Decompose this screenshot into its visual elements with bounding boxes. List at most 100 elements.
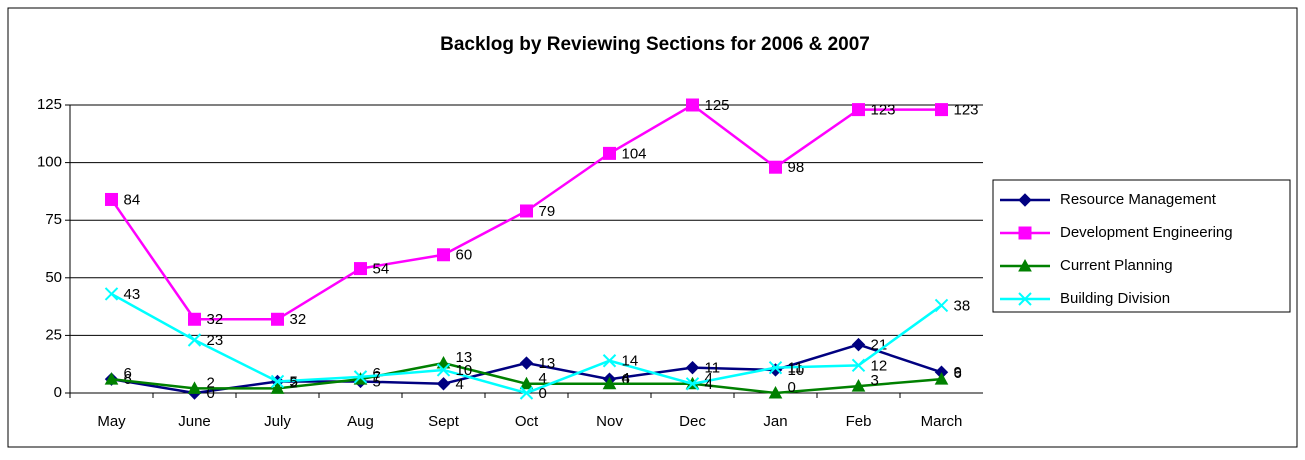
y-tick-label: 25	[45, 326, 62, 343]
marker	[685, 360, 700, 375]
data-label: 13	[539, 355, 556, 372]
marker	[270, 381, 285, 394]
marker	[1018, 258, 1032, 272]
data-label: 43	[124, 286, 141, 303]
data-label: 4	[705, 376, 713, 393]
y-tick-label: 125	[37, 96, 62, 113]
data-label: 32	[207, 311, 224, 328]
y-tick-label: 0	[54, 384, 62, 401]
marker	[685, 377, 700, 391]
marker	[519, 356, 534, 370]
data-label: 4	[705, 370, 713, 387]
data-label: 0	[788, 379, 796, 396]
marker	[104, 287, 119, 301]
x-tick-label: Dec	[679, 413, 706, 430]
legend-label: Current Planning	[1060, 257, 1173, 274]
marker	[436, 377, 451, 391]
data-label: 12	[871, 357, 888, 374]
marker	[520, 204, 533, 218]
data-label: 11	[705, 360, 721, 377]
data-label: 6	[373, 365, 381, 382]
marker	[353, 370, 368, 384]
x-tick-label: July	[264, 413, 291, 430]
legend-label: Development Engineering	[1060, 224, 1233, 241]
marker	[519, 386, 534, 400]
legend	[992, 179, 1291, 313]
marker	[686, 98, 699, 112]
marker	[187, 381, 202, 394]
data-label: 3	[871, 372, 879, 389]
marker	[934, 372, 949, 385]
data-label: 10	[456, 362, 473, 379]
data-label: 11	[788, 360, 804, 377]
data-label: 79	[539, 203, 556, 220]
data-label: 0	[207, 385, 215, 402]
data-label: 5	[290, 373, 298, 390]
data-label: 4	[539, 370, 547, 387]
marker	[1018, 193, 1032, 207]
data-label: 2	[290, 374, 298, 391]
data-label: 14	[622, 353, 639, 370]
data-label: 84	[124, 191, 141, 208]
marker	[271, 312, 284, 326]
y-tick-label: 75	[45, 211, 62, 228]
data-label: 38	[954, 297, 971, 314]
x-tick-label: June	[178, 413, 211, 430]
marker	[768, 360, 783, 375]
marker	[768, 385, 783, 399]
marker	[1018, 292, 1032, 306]
data-label: 54	[373, 261, 390, 278]
marker	[436, 356, 451, 369]
marker	[354, 262, 367, 276]
data-label: 32	[290, 311, 307, 328]
data-label: 6	[622, 371, 630, 388]
marker	[187, 333, 202, 347]
marker	[436, 363, 451, 377]
data-label: 5	[373, 373, 381, 390]
data-label: 60	[456, 247, 473, 264]
data-label: 6	[124, 371, 132, 388]
data-label: 123	[954, 102, 979, 119]
x-tick-label: Sept	[428, 413, 460, 430]
marker	[1018, 226, 1032, 240]
y-tick-label: 100	[37, 154, 62, 171]
marker	[934, 298, 949, 313]
legend-label: Building Division	[1060, 290, 1170, 307]
marker	[437, 248, 450, 262]
data-label: 4	[456, 376, 464, 393]
marker	[851, 379, 866, 392]
data-label: 5	[290, 373, 298, 390]
x-tick-label: Nov	[596, 413, 623, 430]
data-label: 98	[788, 159, 805, 176]
data-label: 7	[373, 369, 381, 386]
data-label: 6	[954, 365, 962, 382]
y-tick-label: 50	[45, 269, 62, 286]
marker	[851, 337, 866, 352]
marker	[935, 103, 948, 117]
marker	[852, 103, 865, 117]
marker	[104, 372, 119, 385]
marker	[602, 376, 617, 390]
data-label: 4	[622, 370, 630, 387]
x-tick-label: Aug	[347, 413, 374, 430]
chart-title: Backlog by Reviewing Sections for 2006 &…	[440, 34, 870, 55]
x-tick-label: March	[921, 413, 963, 430]
x-tick-label: Oct	[515, 413, 539, 430]
x-tick-label: May	[97, 413, 126, 430]
data-label: 2	[207, 374, 215, 391]
x-tick-label: Feb	[846, 413, 872, 430]
data-label: 123	[871, 102, 896, 119]
marker	[603, 146, 616, 160]
marker	[769, 160, 782, 174]
marker	[188, 312, 201, 326]
data-label: 6	[124, 365, 132, 382]
data-label: 9	[954, 364, 962, 381]
x-tick-label: Jan	[763, 413, 787, 430]
legend-label: Resource Management	[1060, 191, 1217, 208]
marker	[105, 192, 118, 206]
marker	[602, 354, 617, 368]
data-label: 0	[539, 385, 547, 402]
data-label: 13	[456, 349, 473, 366]
marker	[851, 358, 866, 373]
